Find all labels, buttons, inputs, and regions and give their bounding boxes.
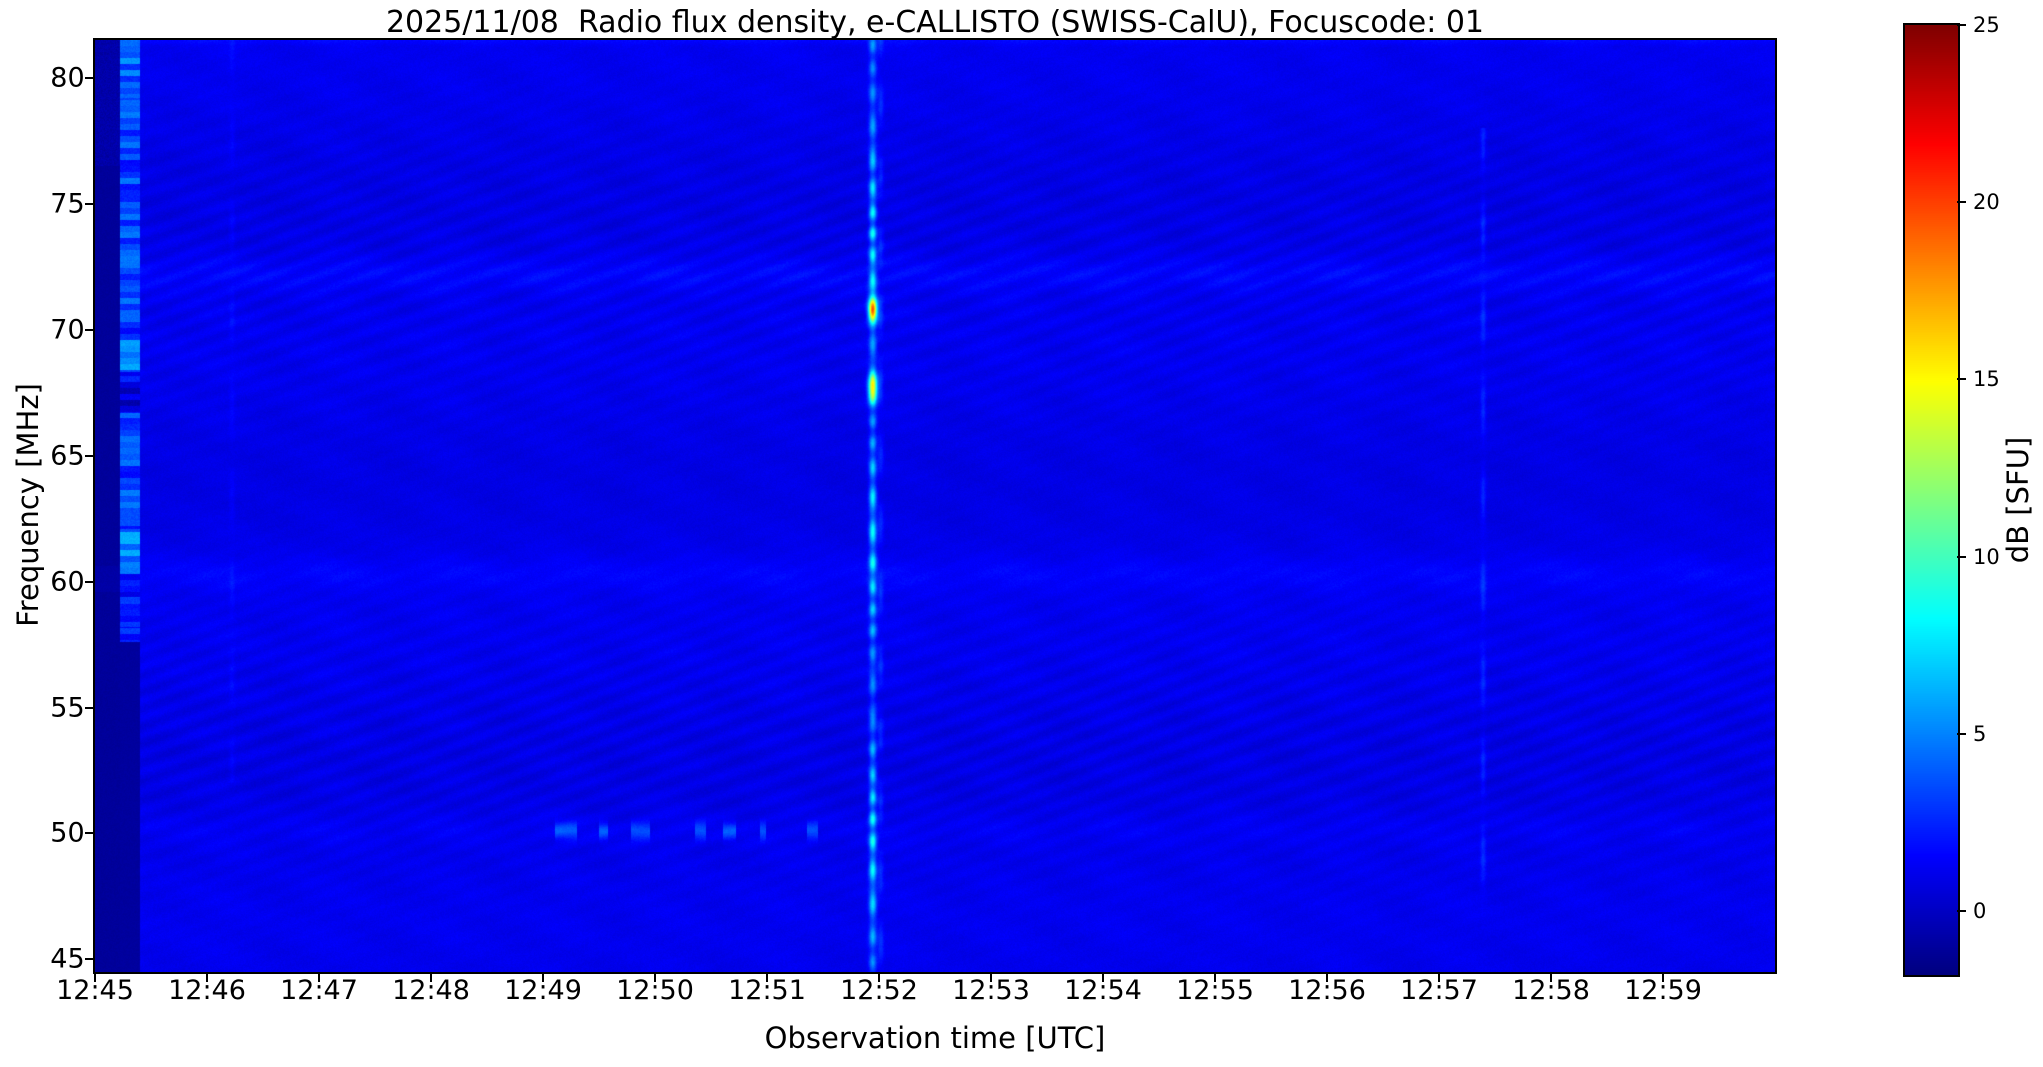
x-tick-mark: [1102, 972, 1104, 982]
y-tick-mark: [85, 202, 95, 205]
x-tick-mark: [430, 972, 432, 982]
x-tick-mark: [1438, 972, 1440, 982]
x-tick-label: 12:46: [168, 975, 246, 1006]
colorbar-label: dB [SFU]: [2001, 436, 2035, 564]
y-tick-label: 50: [50, 817, 85, 849]
colorbar-tick-label: 10: [1973, 544, 2000, 569]
colorbar-tick-mark: [1957, 378, 1966, 381]
x-tick-label: 12:51: [728, 975, 806, 1006]
x-tick-mark: [654, 972, 656, 982]
y-tick-mark: [85, 454, 95, 457]
colorbar-tick-label: 15: [1973, 367, 2000, 392]
x-tick-mark: [1550, 972, 1552, 982]
y-tick-label: 60: [50, 566, 85, 598]
x-tick-label: 12:56: [1288, 975, 1366, 1006]
y-tick-mark: [85, 328, 95, 331]
colorbar-tick-label: 0: [1973, 899, 1987, 924]
y-tick-label: 55: [50, 692, 85, 723]
colorbar-tick-label: 5: [1973, 721, 1987, 746]
plot-title: 2025/11/08 Radio flux density, e-CALLIST…: [385, 5, 1485, 40]
x-tick-mark: [990, 972, 992, 982]
x-tick-label: 12:53: [952, 975, 1030, 1006]
y-tick-mark: [85, 832, 95, 835]
y-tick-label: 75: [50, 188, 85, 220]
x-tick-mark: [766, 972, 768, 982]
x-tick-label: 12:48: [392, 975, 470, 1006]
x-tick-label: 12:47: [280, 975, 358, 1006]
x-tick-label: 12:59: [1624, 975, 1702, 1006]
y-tick-mark: [85, 76, 95, 79]
x-tick-mark: [1214, 972, 1216, 982]
x-tick-label: 12:57: [1400, 975, 1478, 1006]
colorbar-tick-label: 25: [1973, 13, 2000, 37]
x-tick-label: 12:45: [56, 975, 134, 1006]
x-tick-mark: [1662, 972, 1664, 982]
x-tick-mark: [94, 972, 96, 982]
x-tick-mark: [206, 972, 208, 982]
y-tick-label: 70: [50, 314, 85, 346]
y-tick-label: 45: [50, 943, 85, 975]
x-tick-label: 12:55: [1176, 975, 1254, 1006]
x-tick-label: 12:49: [504, 975, 582, 1006]
colorbar-tick-mark: [1957, 910, 1966, 913]
colorbar-tick-mark: [1957, 24, 1966, 26]
y-axis-label: Frequency [MHz]: [11, 383, 45, 627]
colorbar-tick-mark: [1957, 732, 1966, 735]
colorbar-tick-label: 20: [1973, 190, 2000, 215]
y-tick-label: 80: [50, 62, 85, 94]
x-tick-label: 12:54: [1064, 975, 1142, 1006]
x-tick-label: 12:58: [1512, 975, 1590, 1006]
x-tick-mark: [318, 972, 320, 982]
x-axis-label: Observation time [UTC]: [764, 1021, 1106, 1055]
x-tick-mark: [542, 972, 544, 982]
x-tick-label: 12:50: [616, 975, 694, 1006]
y-tick-label: 65: [50, 440, 85, 472]
y-tick-mark: [85, 706, 95, 709]
x-tick-mark: [1326, 972, 1328, 982]
colorbar-tick-mark: [1957, 201, 1966, 204]
spectrogram-heatmap: [95, 40, 1775, 972]
x-tick-mark: [878, 972, 880, 982]
y-tick-mark: [85, 580, 95, 583]
colorbar: [1905, 25, 1958, 975]
x-tick-label: 12:52: [840, 975, 918, 1006]
colorbar-tick-mark: [1957, 555, 1966, 558]
y-tick-mark: [85, 958, 95, 961]
